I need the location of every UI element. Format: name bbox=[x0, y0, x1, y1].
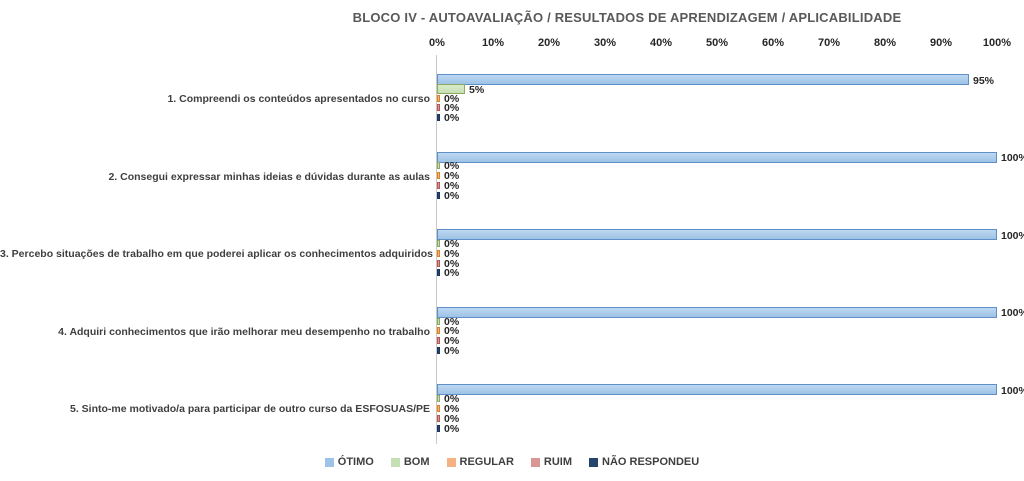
category-label: 4. Adquiri conhecimentos que irão melhor… bbox=[58, 325, 430, 338]
bar-value-label: 0% bbox=[444, 102, 460, 115]
legend-swatch bbox=[530, 457, 540, 467]
bar-value-label: 100% bbox=[1001, 307, 1024, 320]
bar-value-label: 100% bbox=[1001, 229, 1024, 242]
legend-label: RUIM bbox=[543, 456, 573, 468]
bar-não-respondeu bbox=[437, 269, 440, 277]
legend-item: NÃO RESPONDEU bbox=[589, 456, 699, 468]
bar-value-label: 0% bbox=[444, 325, 460, 338]
x-axis-tick-label: 50% bbox=[705, 37, 729, 49]
bar-value-label: 0% bbox=[444, 247, 460, 260]
bar-ótimo bbox=[437, 74, 969, 85]
bar-value-label: 0% bbox=[444, 180, 460, 192]
bar-value-label: 100% bbox=[1001, 152, 1024, 165]
bar-value-label: 0% bbox=[444, 335, 460, 348]
bar-value-label: 0% bbox=[444, 92, 460, 105]
legend-item: REGULAR bbox=[446, 456, 514, 468]
legend-swatch bbox=[390, 457, 400, 467]
bar-value-label: 0% bbox=[444, 267, 460, 280]
bar-value-label: 0% bbox=[444, 112, 460, 125]
legend-item: ÓTIMO bbox=[324, 456, 374, 468]
x-axis-tick-label: 10% bbox=[481, 37, 505, 49]
bar-regular bbox=[437, 172, 440, 180]
legend-label: REGULAR bbox=[459, 456, 514, 468]
bar-value-label: 0% bbox=[444, 412, 460, 425]
legend-swatch bbox=[324, 457, 334, 467]
x-axis-tick-label: 40% bbox=[649, 37, 673, 49]
x-axis-tick-label: 0% bbox=[429, 37, 445, 49]
bar-não-respondeu bbox=[437, 114, 440, 122]
bar-value-label: 5% bbox=[469, 83, 485, 96]
x-axis-tick-label: 90% bbox=[929, 37, 953, 49]
bar-bom bbox=[437, 317, 440, 325]
bar-value-label: 0% bbox=[444, 315, 460, 328]
bar-value-label: 0% bbox=[444, 160, 460, 173]
x-axis-tick-label: 20% bbox=[537, 37, 561, 49]
category-label: 1. Compreendi os conteúdos apresentados … bbox=[167, 93, 430, 105]
legend-label: ÓTIMO bbox=[337, 456, 374, 468]
category-label: 3. Percebo situações de trabalho em que … bbox=[0, 248, 433, 261]
chart-title: BLOCO IV - AUTOAVALIAÇÃO / RESULTADOS DE… bbox=[352, 10, 902, 25]
bar-value-label: 0% bbox=[444, 257, 460, 270]
legend-swatch bbox=[589, 457, 599, 467]
bar-value-label: 0% bbox=[444, 403, 460, 415]
bar-bom bbox=[437, 83, 465, 94]
bar-regular bbox=[437, 249, 440, 257]
x-axis-tick-label: 70% bbox=[817, 37, 841, 49]
legend-item: RUIM bbox=[530, 456, 573, 468]
bar-value-label: 100% bbox=[1001, 384, 1024, 397]
bar-ótimo bbox=[437, 306, 997, 318]
bar-regular bbox=[437, 405, 440, 412]
legend-item: BOM bbox=[390, 456, 430, 468]
legend-label: BOM bbox=[403, 456, 430, 468]
bar-ruim bbox=[437, 259, 440, 267]
bar-value-label: 0% bbox=[444, 238, 460, 250]
bar-bom bbox=[437, 240, 440, 247]
bar-bom bbox=[437, 395, 440, 403]
bar-value-label: 0% bbox=[444, 189, 460, 202]
legend-label: NÃO RESPONDEU bbox=[602, 456, 700, 468]
bar-value-label: 0% bbox=[444, 393, 460, 406]
bar-value-label: 0% bbox=[444, 422, 460, 435]
bar-ruim bbox=[437, 182, 440, 189]
bar-bom bbox=[437, 162, 440, 170]
category-label: 2. Consegui expressar minhas ideias e dú… bbox=[108, 170, 430, 183]
value-axis-line bbox=[436, 55, 437, 444]
bar-ruim bbox=[437, 414, 440, 422]
bar-value-label: 95% bbox=[973, 74, 995, 87]
bar-ótimo bbox=[437, 229, 997, 241]
bar-não-respondeu bbox=[437, 347, 440, 354]
bar-regular bbox=[437, 94, 440, 102]
bar-ruim bbox=[437, 337, 440, 345]
bar-value-label: 0% bbox=[444, 345, 460, 357]
bar-value-label: 0% bbox=[444, 170, 460, 183]
x-axis-tick-label: 60% bbox=[761, 37, 785, 49]
category-label: 5. Sinto-me motivado/a para participar d… bbox=[70, 403, 430, 416]
bar-ótimo bbox=[437, 384, 997, 396]
bar-regular bbox=[437, 327, 440, 335]
legend: ÓTIMO BOM REGULAR RUIM NÃO RESPONDEU bbox=[0, 456, 1024, 468]
bar-não-respondeu bbox=[437, 191, 440, 199]
x-axis-tick-label: 80% bbox=[873, 37, 897, 49]
x-axis-tick-label: 100% bbox=[982, 37, 1012, 49]
legend-swatch bbox=[446, 457, 456, 467]
bar-ótimo bbox=[437, 151, 997, 163]
bar-ruim bbox=[437, 104, 440, 112]
x-axis-tick-label: 30% bbox=[593, 37, 617, 49]
bar-não-respondeu bbox=[437, 424, 440, 432]
